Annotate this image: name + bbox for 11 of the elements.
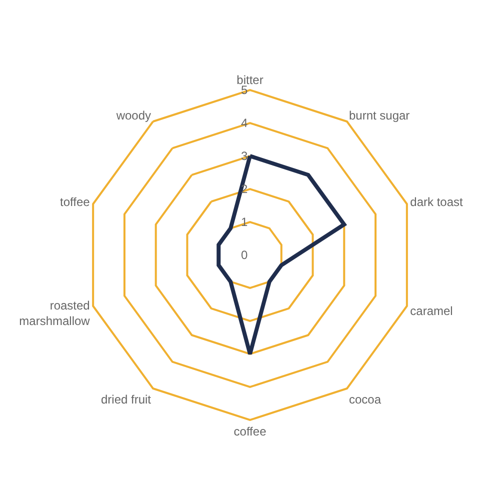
y-tick-label: 0 (241, 248, 248, 262)
spoke-label: caramel (410, 304, 453, 318)
y-tick-label: 2 (241, 182, 248, 196)
spoke-label: toffee (60, 195, 90, 210)
spoke-label: roasted marshmallow (19, 298, 90, 328)
spoke-label: dried fruit (100, 392, 152, 406)
spoke-label: woody (115, 108, 152, 122)
spoke-label: burnt sugar (348, 108, 410, 122)
spoke-label: coffee (234, 424, 267, 438)
spoke-label: cocoa (348, 392, 382, 406)
spoke-label: dark toast (410, 195, 464, 210)
